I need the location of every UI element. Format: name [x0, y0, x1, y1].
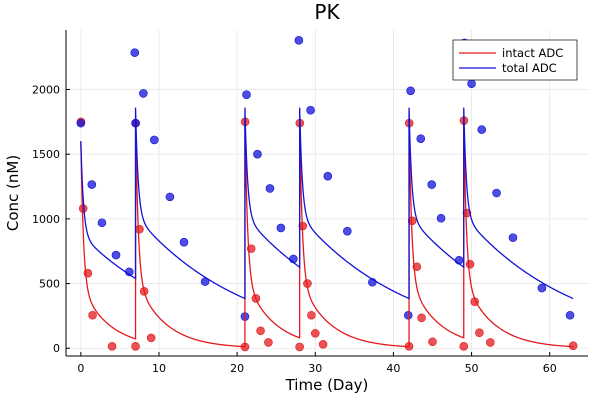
legend-label-intact-adc: intact ADC — [502, 46, 563, 60]
legend-label-total-adc: total ADC — [502, 61, 557, 75]
total-adc-data-point — [253, 149, 262, 159]
intact-adc-data-point — [475, 328, 484, 338]
intact-adc-data-point — [318, 340, 328, 349]
x-tick-label: 60 — [543, 362, 557, 375]
intact-adc-data-point — [88, 310, 97, 320]
total-adc-data-point — [139, 89, 148, 98]
total-adc-data-point — [565, 310, 575, 320]
total-adc-data-point — [427, 180, 437, 189]
total-adc-data-point — [416, 134, 426, 143]
y-tick-label: 1500 — [32, 148, 60, 161]
total-adc-data-point — [165, 192, 175, 202]
total-adc-data-point — [323, 171, 333, 181]
intact-adc-data-point — [462, 208, 472, 218]
x-axis-label: Time (Day) — [285, 376, 369, 394]
total-adc-data-point — [477, 125, 487, 134]
x-tick-label: 40 — [386, 362, 400, 375]
intact-adc-data-point — [307, 310, 316, 320]
intact-adc-data-point — [107, 341, 117, 351]
x-tick-label: 0 — [77, 362, 84, 375]
total-adc-data-point — [130, 48, 140, 57]
y-axis-label: Conc (nM) — [4, 155, 22, 231]
intact-adc-data-point — [264, 338, 273, 347]
total-adc-data-point — [406, 86, 415, 96]
intact-adc-data-point — [459, 341, 469, 351]
total-adc-data-point — [306, 105, 315, 115]
plot-area — [76, 36, 578, 352]
total-adc-data-point — [508, 233, 518, 242]
x-tick-label: 30 — [308, 362, 322, 375]
intact-adc-data-point — [146, 333, 156, 343]
grid — [66, 30, 588, 356]
x-tick-label: 50 — [465, 362, 479, 375]
chart-title: PK — [314, 0, 340, 24]
intact-adc-data-point — [568, 341, 578, 350]
total-adc-data-point — [343, 226, 352, 236]
legend-box — [452, 39, 578, 81]
total-adc-data-point — [492, 188, 501, 198]
intact-adc-data-point — [131, 341, 140, 351]
total-adc-data-point — [403, 310, 413, 320]
total-adc-data-point — [87, 180, 97, 189]
x-tick-label: 10 — [152, 362, 166, 375]
total-adc-data-point — [179, 237, 189, 247]
intact-adc-data-point — [428, 337, 437, 347]
total-adc-data-point — [76, 118, 86, 128]
intact-adc-data-point — [417, 313, 426, 323]
y-tick-label: 2000 — [32, 84, 60, 97]
total-adc-data-point — [537, 283, 547, 293]
total-adc-data-point — [294, 36, 304, 45]
y-tick-label: 500 — [39, 278, 60, 291]
intact-adc-data-point — [310, 329, 320, 338]
total-adc-data-point — [97, 218, 107, 228]
total-adc-series-line — [80, 107, 574, 300]
total-adc-data-point — [242, 90, 251, 99]
legend: intact ADC total ADC — [452, 39, 578, 81]
intact-adc-data-point — [465, 259, 475, 269]
ticks: 0 10 20 30 40 50 60 0 500 1000 1500 2000 — [32, 84, 557, 375]
intact-adc-data-point — [256, 326, 265, 336]
total-adc-data-point — [265, 184, 275, 193]
intact-adc-data-point — [135, 224, 144, 234]
intact-adc-data-point — [295, 342, 304, 352]
intact-adc-data-point — [486, 338, 495, 347]
total-adc-data-point — [467, 79, 476, 88]
y-tick-label: 0 — [53, 342, 60, 355]
total-adc-data-point — [111, 250, 121, 260]
total-adc-data-point — [150, 135, 159, 145]
x-tick-label: 20 — [230, 362, 244, 375]
total-adc-data-point — [276, 223, 286, 233]
y-tick-label: 1000 — [32, 213, 60, 226]
total-adc-data-point — [436, 213, 446, 223]
